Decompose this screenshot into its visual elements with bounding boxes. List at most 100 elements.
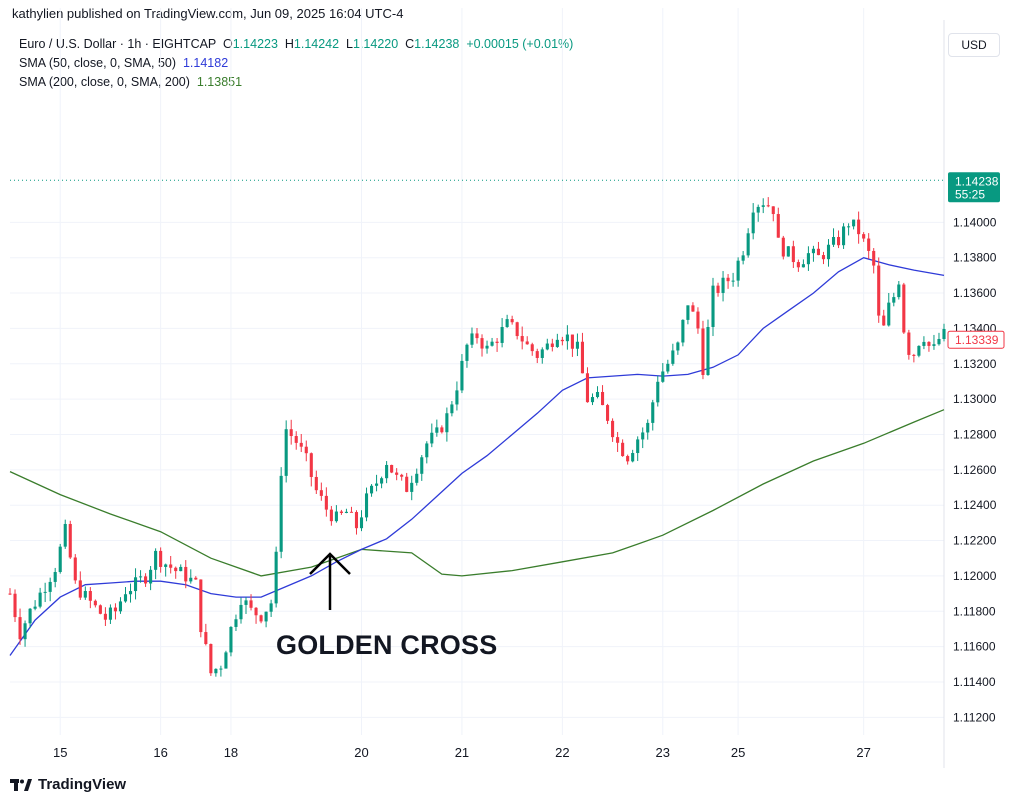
candle: [380, 476, 384, 489]
candle-body: [515, 322, 519, 337]
candle-body: [545, 343, 549, 350]
candle-body: [415, 473, 419, 483]
candle: [651, 399, 655, 431]
time-tick-label: 21: [455, 745, 469, 760]
candle: [319, 482, 323, 501]
candle: [942, 323, 946, 342]
candle-body: [837, 236, 841, 246]
candle: [254, 607, 258, 624]
candle: [570, 334, 574, 357]
candle-body: [354, 512, 359, 529]
candle: [540, 347, 544, 364]
candle: [299, 433, 303, 453]
candle-body: [164, 564, 168, 567]
candle: [78, 571, 82, 600]
candle: [641, 427, 645, 449]
candle: [159, 547, 163, 573]
sma50-label[interactable]: SMA (50, close, 0, SMA, 50): [19, 56, 177, 70]
candle-body: [751, 212, 755, 234]
candle: [234, 614, 238, 631]
candle-body: [510, 319, 514, 323]
candle: [118, 597, 123, 614]
candle-body: [234, 619, 238, 627]
candle-body: [746, 233, 750, 256]
currency-button[interactable]: USD: [948, 33, 1000, 57]
price-tick-label: 1.11800: [953, 604, 996, 618]
candle: [550, 338, 554, 352]
candle-body: [555, 339, 559, 347]
candle: [415, 468, 419, 486]
candle-body: [63, 523, 67, 547]
candle: [666, 359, 670, 374]
candle: [199, 579, 203, 638]
candle-body: [606, 405, 610, 421]
candle-body: [560, 339, 564, 342]
candle-layer: [8, 197, 946, 677]
candle-body: [229, 626, 233, 653]
time-tick-label: 20: [354, 745, 368, 760]
candle-body: [48, 581, 52, 592]
tradingview-logo-icon: [10, 778, 32, 791]
price-axis[interactable]: 1.11200 1.11400 1.11600 1.11800 1.12000 1.122…: [953, 215, 997, 724]
candle: [349, 506, 354, 513]
low-value: 1.14220: [353, 37, 399, 51]
candle: [149, 566, 153, 591]
candle: [375, 474, 379, 492]
candle: [219, 665, 223, 677]
time-tick-label: 18: [224, 745, 238, 760]
candle-body: [842, 226, 846, 246]
candle: [781, 235, 785, 260]
candle: [113, 603, 117, 620]
time-tick-label: 15: [53, 745, 67, 760]
candle: [525, 336, 529, 345]
candle-body: [590, 397, 595, 403]
candle: [631, 449, 635, 463]
candle: [907, 329, 911, 360]
candle-body: [440, 427, 444, 433]
candle-body: [53, 572, 57, 582]
candle: [98, 604, 102, 615]
candle-body: [284, 429, 288, 476]
candle: [400, 473, 404, 481]
candle: [847, 223, 851, 236]
candle: [842, 223, 846, 249]
candle-body: [826, 244, 831, 260]
tradingview-footer[interactable]: TradingView: [10, 776, 126, 793]
candle: [209, 643, 213, 676]
candle: [766, 197, 770, 208]
candle: [48, 577, 52, 602]
candle: [179, 564, 183, 572]
candle: [194, 576, 198, 580]
candle-body: [766, 205, 770, 207]
candle: [696, 307, 700, 334]
candle: [821, 251, 826, 265]
candle-body: [254, 607, 258, 616]
sma200-label[interactable]: SMA (200, close, 0, SMA, 200): [19, 75, 190, 89]
candle: [771, 206, 775, 222]
candle-body: [490, 341, 494, 346]
candle: [425, 441, 429, 464]
candle-body: [651, 402, 655, 423]
candle: [189, 569, 193, 584]
candle: [294, 431, 298, 450]
time-axis[interactable]: 15 16 18 20 21 22 23 25 27: [53, 745, 871, 760]
candle-body: [480, 338, 484, 349]
candle-body: [867, 238, 871, 251]
candle: [485, 340, 489, 354]
candle-body: [781, 237, 785, 257]
price-tick-label: 1.13000: [953, 392, 997, 406]
candle: [510, 315, 514, 325]
candle: [852, 219, 856, 230]
candle-body: [756, 206, 760, 213]
candle-body: [691, 305, 695, 312]
price-tag: 1.14238 55:25: [948, 172, 1000, 203]
candle-body: [249, 600, 253, 608]
candle-body: [636, 439, 640, 454]
symbol-label[interactable]: Euro / U.S. Dollar · 1h · EIGHTCAP: [19, 37, 217, 51]
candle: [43, 582, 47, 603]
candle: [902, 282, 906, 334]
candle-body: [8, 593, 12, 595]
candle: [475, 328, 479, 344]
candle: [445, 407, 449, 442]
